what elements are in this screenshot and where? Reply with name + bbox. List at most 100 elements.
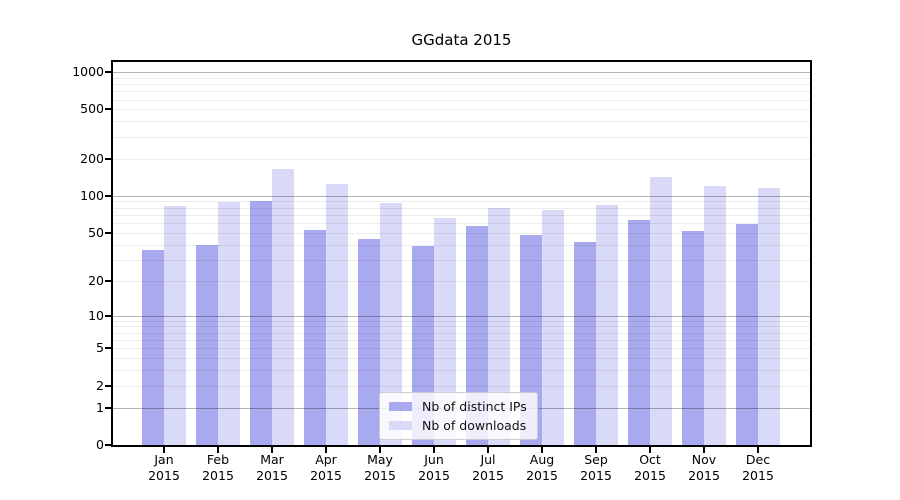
bar-distinct-ips (574, 241, 596, 445)
downloads-series-swatch-icon (389, 421, 412, 430)
month-label: Nov (691, 452, 717, 467)
x-axis-tick-label: Aug 2015 (515, 452, 569, 484)
gridline-minor (113, 121, 810, 122)
gridline-minor (113, 223, 810, 224)
x-axis-tick-label: Feb 2015 (191, 452, 245, 484)
year-label: 2015 (202, 468, 234, 483)
bar-distinct-ips (142, 250, 164, 445)
year-label: 2015 (472, 468, 504, 483)
gridline-minor (113, 333, 810, 334)
y-axis-tick-label: 10 (88, 307, 104, 323)
gridline-minor (113, 201, 810, 202)
x-axis-tick-label: Oct 2015 (623, 452, 677, 484)
x-axis-tick (163, 447, 165, 453)
month-label: Sep (584, 452, 608, 467)
month-label: Dec (745, 452, 771, 467)
plot-area: Nb of distinct IPs Nb of downloads (111, 60, 812, 447)
y-axis-tick (105, 384, 111, 387)
gridline-minor (113, 91, 810, 92)
gridline-minor (113, 386, 810, 387)
gridline-major (113, 196, 810, 197)
x-axis-tick-label: Mar 2015 (245, 452, 299, 484)
bar-downloads (596, 205, 618, 445)
x-axis-tick-label: Apr 2015 (299, 452, 353, 484)
gridline-minor (113, 245, 810, 246)
gridline-minor (113, 358, 810, 359)
bar-distinct-ips (736, 223, 758, 445)
year-label: 2015 (742, 468, 774, 483)
gridline-minor (113, 321, 810, 322)
x-axis-tick-label: Sep 2015 (569, 452, 623, 484)
y-axis-tick-label: 500 (80, 101, 104, 117)
month-label: Jun (424, 452, 444, 467)
x-axis-tick (487, 447, 489, 453)
bar-downloads (758, 187, 780, 445)
x-axis-tick-label: Jan 2015 (137, 452, 191, 484)
bar-downloads (650, 177, 672, 445)
bar-distinct-ips (358, 239, 380, 445)
y-axis-tick (105, 314, 111, 317)
gridline-minor (113, 159, 810, 160)
x-axis-tick (595, 447, 597, 453)
year-label: 2015 (148, 468, 180, 483)
y-axis-tick-label: 0 (96, 437, 104, 452)
bar-distinct-ips (466, 225, 488, 445)
y-axis-tick-label: 100 (80, 187, 104, 203)
month-label: Feb (206, 452, 230, 467)
gridline-minor (113, 233, 810, 234)
gridline-minor (113, 215, 810, 216)
legend-item-downloads: Nb of downloads (389, 417, 527, 434)
x-axis-tick (379, 447, 381, 453)
year-label: 2015 (418, 468, 450, 483)
gridline-minor (113, 137, 810, 138)
x-axis-tick (433, 447, 435, 453)
x-axis-tick (703, 447, 705, 453)
grid-layer (113, 62, 810, 445)
gridline-minor (113, 348, 810, 349)
gridline-minor (113, 260, 810, 261)
month-label: Oct (639, 452, 661, 467)
year-label: 2015 (634, 468, 666, 483)
x-axis-tick (649, 447, 651, 453)
x-axis-tick-label: May 2015 (353, 452, 407, 484)
gridline-minor (113, 109, 810, 110)
x-axis-tick-label: Nov 2015 (677, 452, 731, 484)
gridline-minor (113, 326, 810, 327)
x-axis-tick (541, 447, 543, 453)
x-axis-tick (217, 447, 219, 453)
month-label: May (367, 452, 393, 467)
bar-downloads (218, 202, 240, 445)
y-axis-tick-label: 5 (96, 340, 104, 356)
y-axis-tick-label: 20 (88, 272, 104, 288)
month-label: Mar (260, 452, 284, 467)
bar-distinct-ips (628, 220, 650, 445)
bar-downloads (272, 169, 294, 445)
x-axis-tick (271, 447, 273, 453)
y-axis-tick (105, 406, 111, 409)
y-axis-tick-label: 2 (96, 377, 104, 393)
x-axis-tick-label: Jun 2015 (407, 452, 461, 484)
bar-downloads (704, 186, 726, 445)
bar-distinct-ips (304, 229, 326, 445)
legend-item-distinct-ips: Nb of distinct IPs (389, 398, 527, 415)
y-axis-tick-label: 1 (96, 399, 104, 415)
bar-downloads (380, 202, 402, 445)
bar-distinct-ips (250, 201, 272, 445)
bar-downloads (434, 217, 456, 445)
gridline-minor (113, 281, 810, 282)
year-label: 2015 (526, 468, 558, 483)
y-axis-tick-label: 1000 (72, 64, 104, 79)
month-label: Apr (315, 452, 337, 467)
legend: Nb of distinct IPs Nb of downloads (379, 392, 538, 440)
y-axis-tick (105, 157, 111, 160)
gridline-minor (113, 78, 810, 79)
year-label: 2015 (688, 468, 720, 483)
month-label: Aug (529, 452, 555, 467)
legend-label: Nb of downloads (422, 418, 527, 433)
gridline-minor (113, 208, 810, 209)
year-label: 2015 (310, 468, 342, 483)
month-label: Jan (154, 452, 174, 467)
gridline-major (113, 316, 810, 317)
year-label: 2015 (256, 468, 288, 483)
bar-distinct-ips (682, 230, 704, 445)
